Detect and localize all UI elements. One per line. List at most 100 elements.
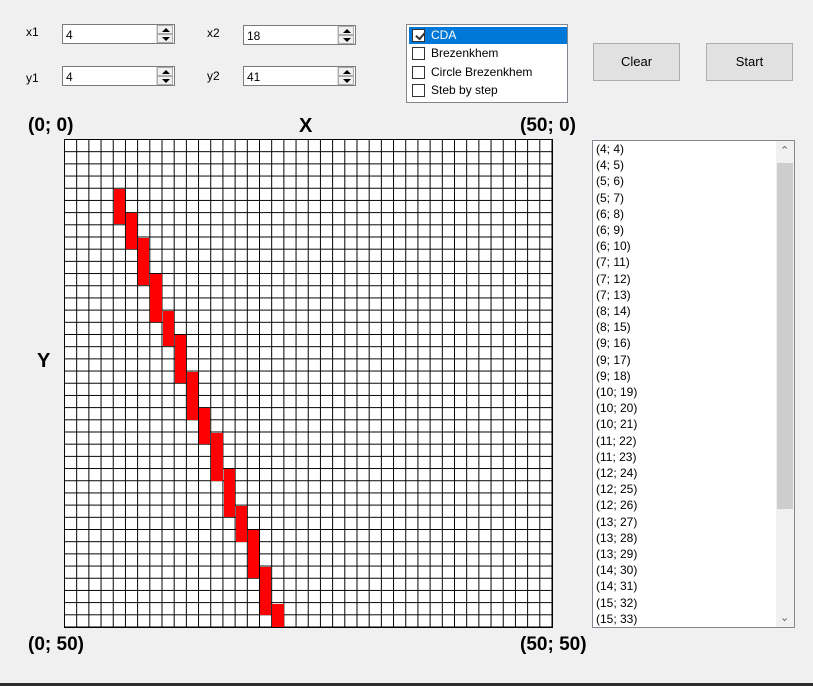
drawn-pixel [199,420,211,444]
drawn-pixel [150,274,162,298]
algorithm-label: Steb by step [431,83,498,97]
y1-input[interactable]: 4 [62,66,175,86]
spin-up-icon[interactable] [157,67,173,76]
drawn-pixel [138,249,150,274]
y-axis-label: Y [37,350,51,372]
drawn-pixel [150,286,162,310]
drawn-pixel [187,396,199,420]
checkbox-icon[interactable] [412,47,425,60]
spin-down-icon[interactable] [338,35,354,44]
corner-label-top-right: (50; 0) [520,115,576,136]
x2-input[interactable]: 18 [243,25,356,45]
x2-spinner[interactable] [337,26,355,44]
pixel-grid-canvas[interactable] [64,139,553,628]
x-axis-label: X [299,115,313,137]
drawn-pixel [187,371,199,396]
drawn-pixel [260,591,272,615]
drawn-pixel [162,310,174,335]
drawn-pixel [113,201,125,225]
list-item[interactable]: (11; 22) [596,433,637,448]
algorithm-item-cda[interactable]: CDA [409,27,567,44]
list-item[interactable]: (6; 9) [596,223,625,237]
list-item[interactable]: (8; 15) [596,320,631,335]
x1-value: 4 [66,28,73,42]
list-item[interactable]: (7; 13) [596,287,631,302]
drawn-pixel [211,432,223,457]
drawn-pixel [223,469,235,493]
list-item[interactable]: (4; 4) [596,142,625,156]
algorithm-item-circle-brezenkhem[interactable]: Circle Brezenkhem [409,64,567,81]
checkbox-icon[interactable] [412,66,425,79]
list-item[interactable]: (6; 10) [596,239,631,254]
drawn-pixel [150,298,162,322]
x1-spinner[interactable] [156,25,174,43]
drawn-pixel [248,530,260,554]
spin-down-icon[interactable] [157,34,173,43]
list-item[interactable]: (7; 11) [596,255,630,270]
spin-down-icon[interactable] [157,76,173,85]
list-item[interactable]: (10; 20) [596,401,638,416]
list-item[interactable]: (9; 18) [596,368,631,383]
list-item[interactable]: (12; 26) [596,498,638,513]
points-listbox[interactable]: (4; 4) (4; 5) (5; 6) (5; 7) (6; 8) (6; 9) (6; … [592,140,795,628]
checkbox-icon[interactable] [412,84,425,97]
spin-up-icon[interactable] [338,26,354,35]
list-item[interactable]: (7; 12) [596,271,631,286]
list-item[interactable]: (15; 32) [596,595,638,610]
spin-up-icon[interactable] [157,25,173,34]
list-item[interactable]: (4; 5) [596,158,625,173]
drawn-pixel [126,213,138,237]
list-item[interactable]: (13; 28) [596,530,638,545]
list-item[interactable]: (14; 31) [596,579,638,594]
x1-label: x1 [26,25,39,39]
drawn-pixel [260,579,272,603]
algorithm-checklist[interactable]: CDA Brezenkhem Circle Brezenkhem Steb by… [406,24,568,103]
list-item[interactable]: (15; 33) [596,611,638,626]
algorithm-item-brezenkhem[interactable]: Brezenkhem [409,45,567,62]
list-item[interactable]: (10; 21) [596,417,638,432]
start-button[interactable]: Start [706,43,793,81]
drawn-pixel [187,384,199,408]
x1-input[interactable]: 4 [62,24,175,44]
spin-up-icon[interactable] [338,67,354,76]
drawn-pixel [248,542,260,566]
clear-button[interactable]: Clear [593,43,680,81]
drawn-pixel [248,554,260,579]
list-item[interactable]: (8; 14) [596,304,631,318]
list-item[interactable]: (11; 23) [596,449,637,464]
scroll-down-icon[interactable]: ⌄ [780,612,790,624]
list-item[interactable]: (14; 30) [596,563,638,578]
y1-spinner[interactable] [156,67,174,85]
corner-label-top-left: (0; 0) [28,115,74,136]
window-edge [0,0,4,686]
y1-label: y1 [26,71,39,85]
list-item[interactable]: (9; 17) [596,352,631,367]
list-item[interactable]: (5; 7) [596,190,625,205]
list-item[interactable]: (13; 29) [596,547,638,561]
list-item[interactable]: (5; 6) [596,174,625,189]
list-item[interactable]: (13; 27) [596,514,638,529]
list-item[interactable]: (6; 8) [596,206,625,221]
drawn-pixel [199,408,211,432]
list-item[interactable]: (12; 25) [596,482,638,497]
corner-label-bottom-left: (0; 50) [28,634,84,655]
y2-label: y2 [207,69,220,83]
algorithm-item-step-by-step[interactable]: Steb by step [409,82,567,99]
scrollbar-thumb[interactable] [777,163,793,509]
drawn-pixel [138,237,150,261]
x2-value: 18 [247,29,261,43]
list-item[interactable]: (12; 24) [596,466,638,480]
checkbox-checked-icon[interactable] [412,29,426,42]
drawn-pixel [235,518,247,542]
y2-input[interactable]: 41 [243,66,356,86]
list-item[interactable]: (10; 19) [596,385,638,399]
list-item[interactable]: (9; 16) [596,336,631,351]
y2-spinner[interactable] [337,67,355,85]
scroll-up-icon[interactable]: ⌃ [780,145,790,157]
drawn-pixel [223,481,235,505]
vertical-scrollbar[interactable]: ⌃ ⌄ [776,141,794,627]
drawn-pixel [174,335,186,359]
spin-down-icon[interactable] [338,76,354,85]
algorithm-label: Circle Brezenkhem [431,65,533,79]
drawn-pixel [211,457,223,481]
